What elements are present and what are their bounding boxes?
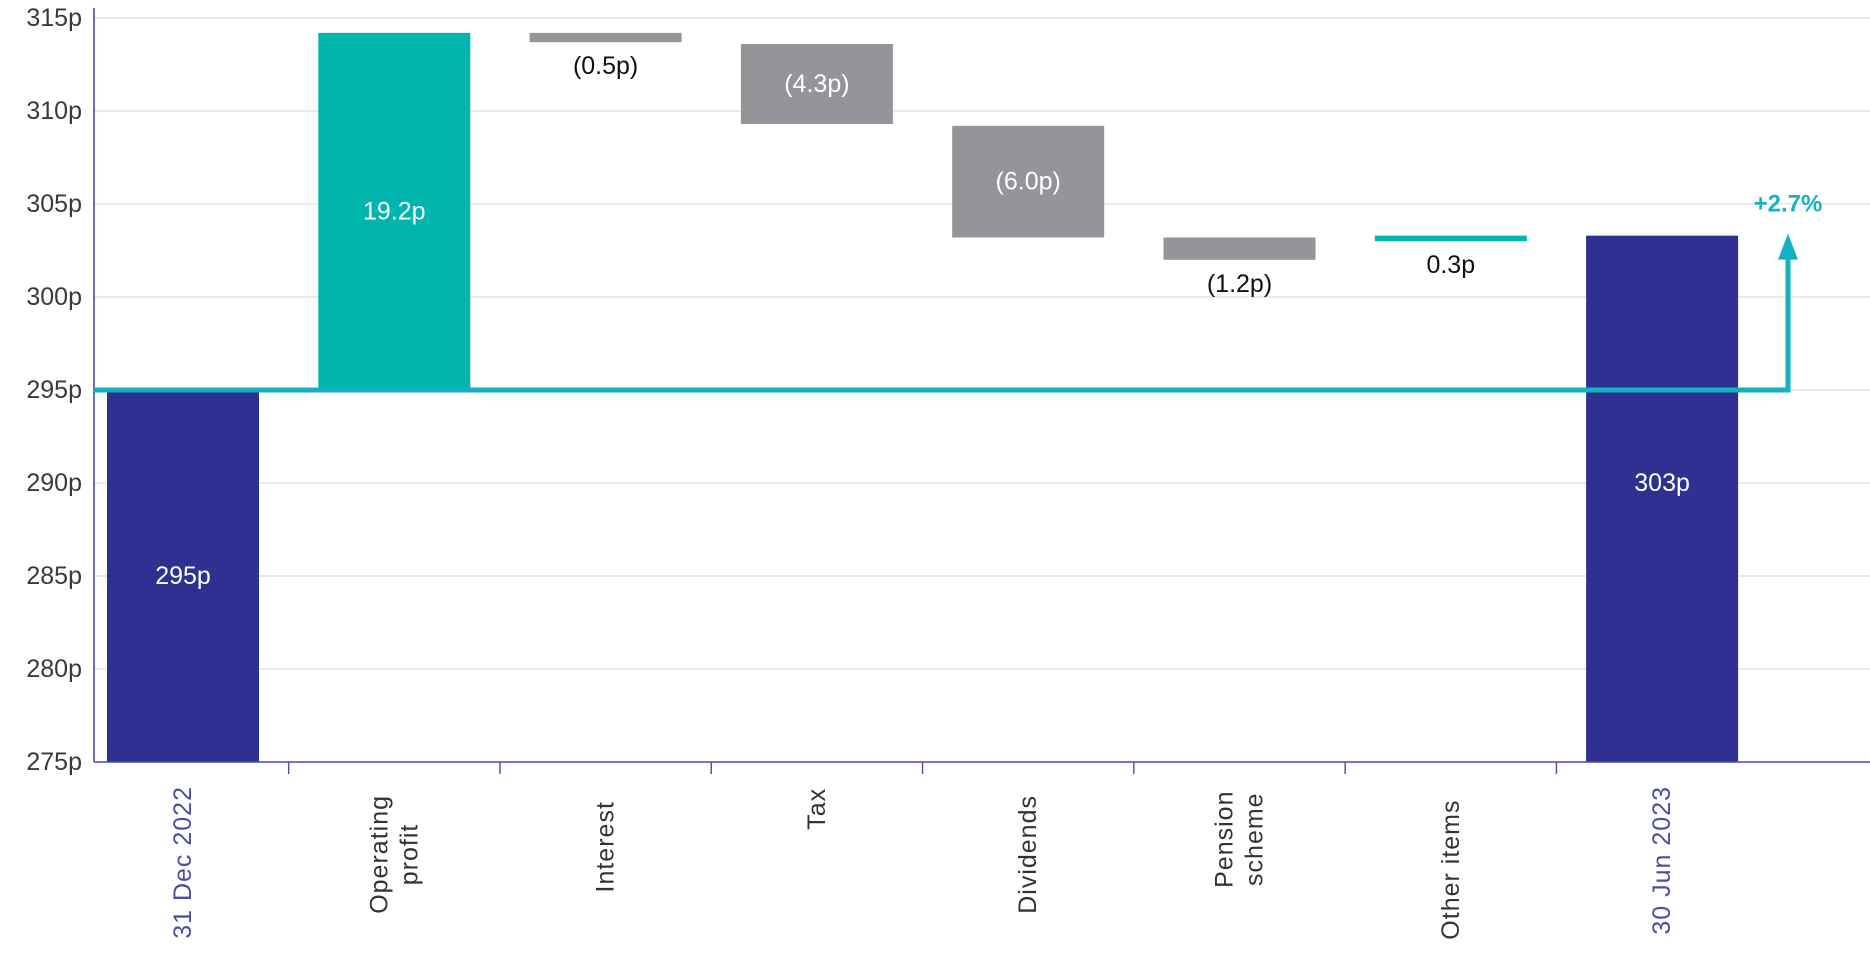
- y-axis-tick-labels: 275p 280p 285p 290p 295p 300p 305p 310p 315p: [26, 4, 82, 776]
- category-label-line: 31 Dec 2022: [169, 786, 197, 939]
- bar-value-label: 303p: [1634, 469, 1690, 497]
- bar-value-label: 295p: [155, 562, 211, 590]
- category-label: 30 Jun 2023: [1648, 786, 1676, 935]
- change-annotation: +2.7%: [1754, 191, 1823, 218]
- category-label-line: Other items: [1437, 799, 1465, 939]
- y-tick-label: 290p: [26, 469, 82, 497]
- category-label: Pension scheme: [1211, 791, 1269, 888]
- change-arrow-head: [1778, 234, 1798, 260]
- bar-value-label: (6.0p): [996, 168, 1061, 196]
- y-tick-label: 285p: [26, 562, 82, 590]
- bar-value-label: 0.3p: [1426, 251, 1475, 279]
- y-tick-label: 310p: [26, 97, 82, 125]
- category-label-line: profit: [395, 824, 423, 886]
- category-label: Other items: [1437, 799, 1465, 939]
- category-label-line: Dividends: [1014, 795, 1042, 914]
- bar-value-label: (1.2p): [1207, 270, 1272, 298]
- bar-value-label: 19.2p: [363, 197, 426, 225]
- bar-value-label: (0.5p): [573, 52, 638, 80]
- y-tick-label: 275p: [26, 748, 82, 776]
- bar: [530, 33, 682, 42]
- category-label-line: Operating: [365, 795, 393, 914]
- category-label-line: 30 Jun 2023: [1648, 786, 1676, 935]
- y-tick-label: 300p: [26, 283, 82, 311]
- y-tick-label: 280p: [26, 655, 82, 683]
- category-label: Operating profit: [365, 795, 423, 914]
- category-labels: 31 Dec 2022 Operating profit Interest Tax Div…: [169, 786, 1676, 940]
- category-label-line: Tax: [803, 788, 831, 830]
- y-tick-label: 305p: [26, 190, 82, 218]
- y-tick-label: 295p: [26, 376, 82, 404]
- category-label: Dividends: [1014, 795, 1042, 914]
- category-label-line: scheme: [1241, 792, 1269, 886]
- category-label-line: Interest: [592, 801, 620, 892]
- category-label: Tax: [803, 788, 831, 830]
- category-label: Interest: [592, 801, 620, 892]
- bar: [1375, 236, 1527, 242]
- y-tick-label: 315p: [26, 4, 82, 32]
- bars: [107, 33, 1738, 762]
- category-label-line: Pension: [1211, 791, 1239, 888]
- category-label: 31 Dec 2022: [169, 786, 197, 939]
- bar: [1164, 237, 1316, 259]
- bar: [1586, 236, 1738, 762]
- bar-value-label: (4.3p): [784, 70, 849, 98]
